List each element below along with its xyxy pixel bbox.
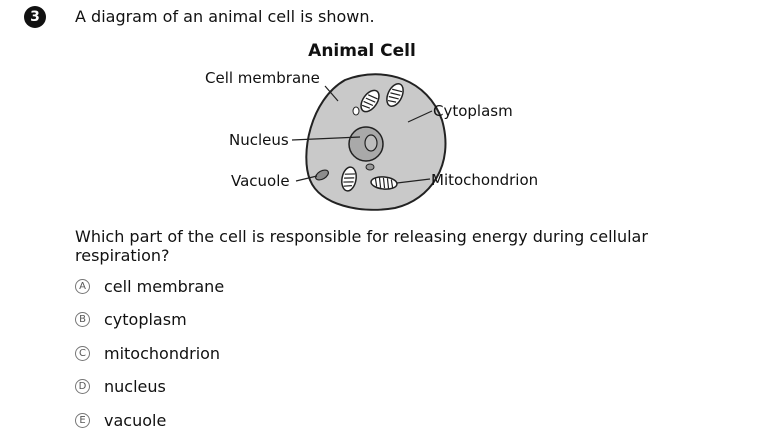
choice-text-e: vacuole [104, 410, 167, 430]
mitochondrion-shape [386, 82, 404, 108]
vacuole-shape [315, 169, 329, 181]
answer-choice-d[interactable]: D nucleus [75, 375, 166, 397]
leader-line-cytoplasm [407, 110, 433, 123]
choice-bubble-a[interactable]: A [75, 278, 90, 294]
question-prompt: Which part of the cell is responsible fo… [75, 227, 648, 265]
mitochondrion-shape [370, 176, 398, 190]
nucleolus-shape [364, 134, 378, 152]
choice-bubble-c[interactable]: C [75, 345, 90, 361]
diagram-title: Animal Cell [308, 41, 416, 61]
answer-choice-b[interactable]: B cytoplasm [75, 308, 187, 330]
mitochondrion-shape [360, 89, 380, 113]
choice-text-d: nucleus [104, 376, 166, 396]
vesicle-shape [352, 106, 360, 116]
choice-bubble-e[interactable]: E [75, 412, 90, 428]
choice-text-b: cytoplasm [104, 309, 187, 329]
choice-bubble-d[interactable]: D [75, 378, 90, 394]
leader-line-mitochondrion [396, 178, 431, 184]
question-stem: A diagram of an animal cell is shown. [75, 7, 375, 26]
answer-choice-a[interactable]: A cell membrane [75, 275, 224, 297]
choice-text-a: cell membrane [104, 276, 225, 296]
label-cell-membrane: Cell membrane [205, 69, 320, 87]
label-cytoplasm: Cytoplasm [433, 102, 513, 120]
mitochondrion-shape [341, 166, 357, 192]
leader-line-nucleus [291, 136, 361, 141]
label-vacuole: Vacuole [231, 172, 290, 190]
animal-cell-diagram: Animal Cell Cell membrane Nucleus Vacuol… [205, 41, 538, 211]
answer-choice-c[interactable]: C mitochondrion [75, 342, 220, 364]
label-mitochondrion: Mitochondrion [431, 171, 538, 189]
label-nucleus: Nucleus [229, 131, 289, 149]
leader-line-cell-membrane [324, 85, 339, 102]
choice-text-c: mitochondrion [104, 343, 221, 363]
leader-line-vacuole [295, 175, 318, 182]
question-number-badge: 3 [24, 6, 46, 28]
choice-bubble-b[interactable]: B [75, 311, 90, 327]
vesicle-shape [365, 163, 375, 171]
answer-choice-e[interactable]: E vacuole [75, 409, 166, 431]
